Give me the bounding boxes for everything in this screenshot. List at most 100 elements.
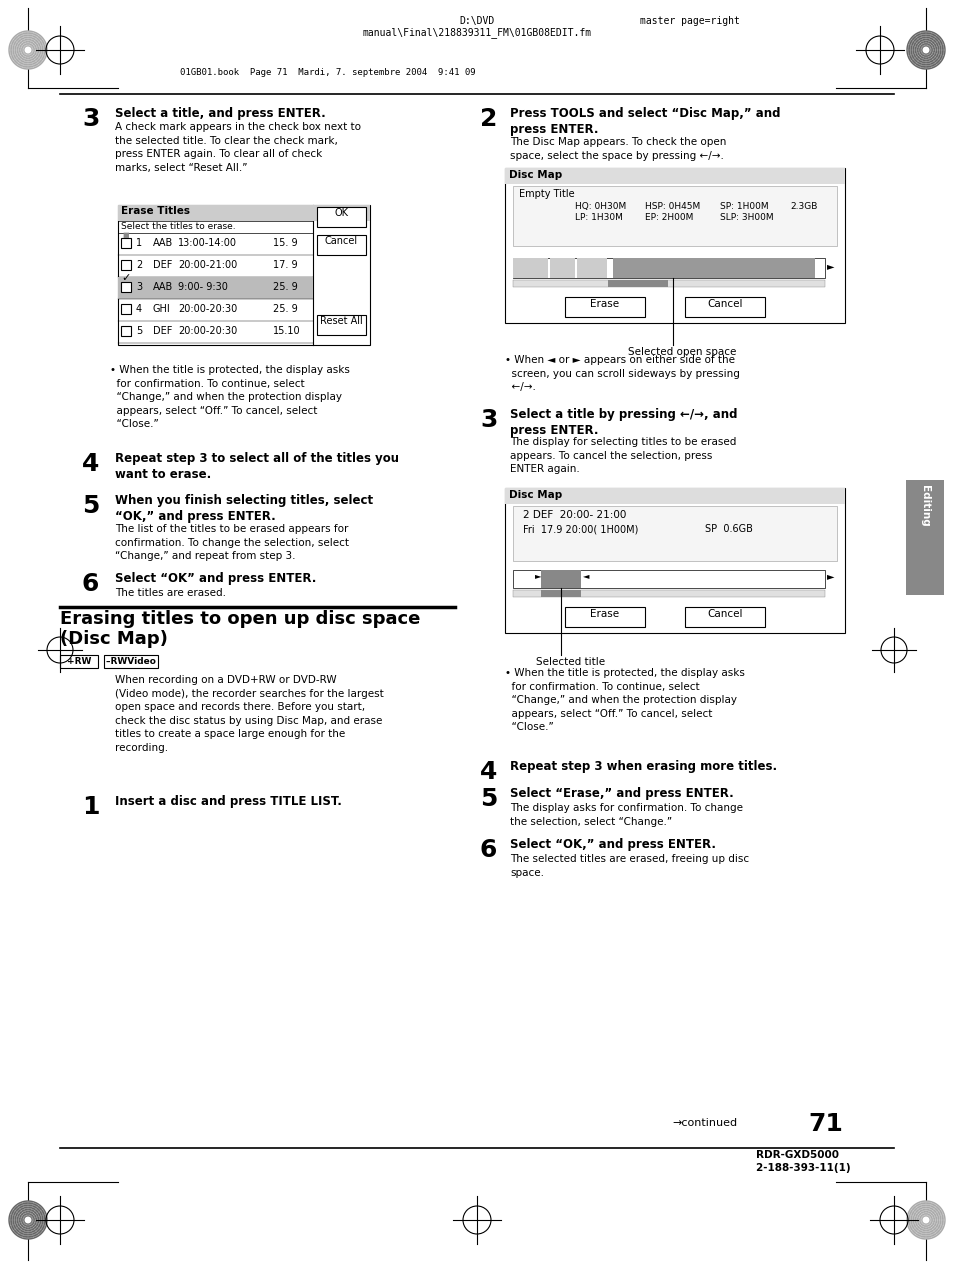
Text: Repeat step 3 to select all of the titles you
want to erase.: Repeat step 3 to select all of the title…: [115, 452, 398, 481]
Polygon shape: [9, 30, 47, 68]
Text: SP  0.6GB: SP 0.6GB: [704, 525, 752, 533]
Text: 15.10: 15.10: [273, 326, 300, 336]
Text: • When the title is protected, the display asks
  for confirmation. To continue,: • When the title is protected, the displ…: [110, 365, 350, 430]
Text: Select a title, and press ENTER.: Select a title, and press ENTER.: [115, 106, 325, 120]
Text: EP: 2H00M: EP: 2H00M: [644, 213, 693, 222]
Polygon shape: [906, 30, 944, 68]
Text: 6: 6: [82, 571, 99, 595]
Bar: [613, 258, 814, 277]
Text: The selected titles are erased, freeing up disc
space.: The selected titles are erased, freeing …: [510, 854, 748, 878]
Text: 9:00- 9:30: 9:00- 9:30: [178, 283, 228, 291]
Text: Press TOOLS and select “Disc Map,” and
press ENTER.: Press TOOLS and select “Disc Map,” and p…: [510, 106, 780, 136]
Text: Erase: Erase: [590, 299, 618, 309]
Text: Disc Map: Disc Map: [509, 170, 561, 180]
Text: →continued: →continued: [671, 1117, 737, 1128]
Bar: [104, 655, 158, 668]
Text: 6: 6: [479, 837, 497, 862]
Text: DEF: DEF: [152, 260, 172, 270]
Bar: [121, 304, 131, 314]
Bar: [118, 205, 370, 345]
Text: Reset All: Reset All: [320, 315, 362, 326]
Text: The list of the titles to be erased appears for
confirmation. To change the sele: The list of the titles to be erased appe…: [115, 525, 349, 561]
Text: D:\DVD: D:\DVD: [459, 16, 494, 27]
Text: master page=right: master page=right: [639, 16, 740, 27]
Bar: [684, 296, 764, 317]
Text: 1: 1: [82, 794, 99, 818]
Bar: [504, 169, 844, 184]
Text: • When the title is protected, the display asks
  for confirmation. To continue,: • When the title is protected, the displ…: [504, 668, 744, 732]
Text: ►: ►: [535, 571, 541, 580]
Text: ◄: ◄: [582, 571, 589, 580]
Text: 4: 4: [479, 760, 497, 784]
Text: Cancel: Cancel: [325, 236, 357, 246]
Text: Cancel: Cancel: [706, 299, 742, 309]
Text: Repeat step 3 when erasing more titles.: Repeat step 3 when erasing more titles.: [510, 760, 777, 773]
Text: 3: 3: [479, 408, 497, 432]
Text: Select “OK” and press ENTER.: Select “OK” and press ENTER.: [115, 571, 316, 585]
Circle shape: [922, 1216, 928, 1224]
Text: Cancel: Cancel: [706, 609, 742, 620]
Text: Fri  17.9 20:00( 1H00M): Fri 17.9 20:00( 1H00M): [522, 525, 638, 533]
Text: 17. 9: 17. 9: [273, 260, 297, 270]
Bar: [513, 590, 824, 597]
Text: A check mark appears in the check box next to
the selected title. To clear the c: A check mark appears in the check box ne…: [115, 122, 360, 172]
Text: Select “Erase,” and press ENTER.: Select “Erase,” and press ENTER.: [510, 787, 733, 799]
Text: RDR-GXD5000: RDR-GXD5000: [755, 1150, 838, 1161]
Text: 13:00-14:00: 13:00-14:00: [178, 238, 236, 248]
Bar: [316, 207, 366, 227]
Bar: [504, 488, 844, 504]
Bar: [513, 506, 836, 561]
Text: Erase: Erase: [590, 609, 618, 620]
Text: Select “OK,” and press ENTER.: Select “OK,” and press ENTER.: [510, 837, 716, 851]
Text: 20:00-21:00: 20:00-21:00: [178, 260, 237, 270]
Bar: [564, 607, 644, 627]
Text: DEF: DEF: [152, 326, 172, 336]
Bar: [550, 258, 575, 277]
Bar: [60, 655, 98, 668]
Text: The display for selecting titles to be erased
appears. To cancel the selection, : The display for selecting titles to be e…: [510, 437, 736, 474]
Circle shape: [25, 47, 31, 53]
Text: 5: 5: [136, 326, 142, 336]
Text: Select a title by pressing ←/→, and
press ENTER.: Select a title by pressing ←/→, and pres…: [510, 408, 737, 437]
Text: –RW​Video: –RW​Video: [106, 656, 155, 665]
Text: ✓: ✓: [121, 272, 131, 283]
Text: Disc Map: Disc Map: [509, 490, 561, 500]
Bar: [513, 570, 824, 588]
Text: 1: 1: [136, 238, 142, 248]
Bar: [513, 186, 836, 246]
Bar: [316, 315, 366, 334]
Bar: [118, 277, 313, 299]
Text: Erase Titles: Erase Titles: [121, 207, 190, 215]
Text: Selected open space: Selected open space: [627, 347, 736, 357]
Text: When recording on a DVD+RW or DVD-RW
(Video mode), the recorder searches for the: When recording on a DVD+RW or DVD-RW (Vi…: [115, 675, 383, 753]
Bar: [316, 234, 366, 255]
Bar: [564, 296, 644, 317]
Text: 3: 3: [136, 283, 142, 291]
Text: +RW: +RW: [67, 656, 91, 665]
Text: (Disc Map): (Disc Map): [60, 630, 168, 647]
Bar: [121, 283, 131, 291]
Text: 2.3GB: 2.3GB: [789, 201, 817, 212]
Text: 2: 2: [479, 106, 497, 131]
Bar: [607, 280, 667, 288]
Text: 20:00-20:30: 20:00-20:30: [178, 304, 237, 314]
Text: OK: OK: [335, 208, 348, 218]
Text: ■: ■: [122, 232, 129, 238]
Bar: [513, 258, 547, 277]
Text: Erasing titles to open up disc space: Erasing titles to open up disc space: [60, 609, 420, 628]
Text: Editing: Editing: [919, 485, 929, 527]
Bar: [121, 326, 131, 336]
Text: When you finish selecting titles, select
“OK,” and press ENTER.: When you finish selecting titles, select…: [115, 494, 373, 523]
Text: 2-188-393-​11(1): 2-188-393-​11(1): [755, 1163, 850, 1173]
Text: HSP: 0H45M: HSP: 0H45M: [644, 201, 700, 212]
Text: 15. 9: 15. 9: [273, 238, 297, 248]
Polygon shape: [906, 1201, 944, 1239]
Text: 25. 9: 25. 9: [273, 304, 297, 314]
Text: 25. 9: 25. 9: [273, 283, 297, 291]
Bar: [121, 260, 131, 270]
Text: SP: 1H00M: SP: 1H00M: [720, 201, 768, 212]
Text: The display asks for confirmation. To change
the selection, select “Change.”: The display asks for confirmation. To ch…: [510, 803, 742, 826]
Circle shape: [922, 47, 928, 53]
Circle shape: [25, 1216, 31, 1224]
Text: The Disc Map appears. To check the open
space, select the space by pressing ←/→.: The Disc Map appears. To check the open …: [510, 137, 725, 161]
